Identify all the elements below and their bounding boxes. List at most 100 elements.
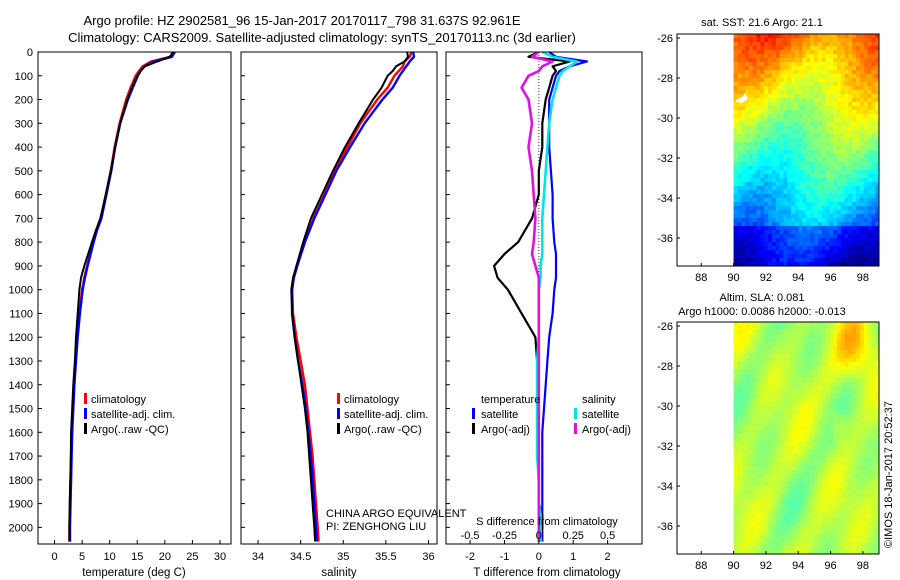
heatmap-cell (840, 378, 845, 383)
heatmap-cell (844, 494, 849, 499)
heatmap-cell (840, 382, 845, 387)
heatmap-cell (871, 470, 876, 475)
heatmap-cell (756, 66, 761, 71)
heatmap-cell (741, 154, 746, 159)
heatmap-cell (779, 470, 784, 475)
heatmap-cell (813, 90, 819, 95)
heatmap-cell (810, 34, 815, 39)
heatmap-cell (775, 254, 780, 259)
heatmap-cell (867, 78, 872, 83)
heatmap-cell (779, 526, 784, 531)
heatmap-cell (802, 462, 807, 467)
heatmap-cell (806, 374, 811, 379)
heatmap-cell (859, 454, 865, 459)
heatmap-cell (764, 514, 769, 519)
heatmap-cell (829, 110, 834, 115)
heatmap-cell (745, 338, 750, 343)
heatmap-cell (863, 78, 868, 83)
heatmap-cell (840, 34, 845, 39)
heatmap-cell (848, 498, 853, 503)
heatmap-cell (813, 382, 819, 387)
heatmap-cell (817, 422, 822, 427)
heatmap-cell (810, 422, 815, 427)
heatmap-cell (756, 178, 761, 183)
sst-map-frame (676, 33, 880, 267)
heatmap-cell (783, 142, 788, 147)
heatmap-cell (840, 78, 845, 83)
heatmap-cell (790, 166, 796, 171)
heatmap-cell (752, 158, 757, 163)
heatmap-cell (821, 406, 826, 411)
heatmap-cell (852, 114, 857, 119)
heatmap-cell (859, 66, 865, 71)
heatmap-cell (783, 138, 788, 143)
heatmap-cell (794, 254, 800, 259)
heatmap-cell (802, 386, 807, 391)
heatmap-cell (867, 206, 872, 211)
heatmap-cell (768, 450, 773, 455)
heatmap-cell (829, 530, 834, 535)
heatmap-cell (790, 446, 796, 451)
heatmap-cell (760, 126, 765, 131)
heatmap-cell (737, 430, 742, 435)
heatmap-cell (825, 326, 830, 331)
heatmap-cell (745, 418, 750, 423)
heatmap-cell (798, 550, 803, 555)
heatmap-cell (741, 34, 746, 39)
heatmap-cell (848, 322, 853, 327)
heatmap-cell (871, 426, 876, 431)
heatmap-cell (833, 126, 838, 131)
heatmap-cell (745, 162, 750, 167)
heatmap-cell (871, 550, 876, 555)
heatmap-cell (748, 374, 754, 379)
heatmap-cell (775, 542, 780, 547)
heatmap-cell (802, 322, 807, 327)
heatmap-cell (779, 106, 784, 111)
heatmap-cell (748, 38, 754, 43)
heatmap-cell (859, 354, 865, 359)
heatmap-cell (871, 502, 876, 507)
heatmap-cell (783, 322, 788, 327)
heatmap-cell (771, 222, 777, 227)
heatmap-cell (840, 414, 845, 419)
heatmap-cell (817, 394, 822, 399)
heatmap-cell (768, 66, 773, 71)
heatmap-cell (802, 550, 807, 555)
heatmap-cell (798, 246, 803, 251)
heatmap-cell (836, 486, 842, 491)
heatmap-cell (790, 374, 796, 379)
heatmap-cell (760, 438, 765, 443)
heatmap-cell (790, 402, 796, 407)
heatmap-cell (829, 54, 834, 59)
heatmap-cell (779, 150, 784, 155)
heatmap-cell (787, 378, 792, 383)
heatmap-cell (737, 194, 742, 199)
heatmap-cell (825, 394, 830, 399)
heatmap-cell (768, 510, 773, 515)
heatmap-cell (867, 62, 872, 67)
heatmap-cell (848, 90, 853, 95)
heatmap-cell (852, 462, 857, 467)
heatmap-cell (733, 114, 738, 119)
heatmap-cell (817, 94, 822, 99)
heatmap-cell (745, 358, 750, 363)
heatmap-cell (848, 138, 853, 143)
heatmap-cell (787, 422, 792, 427)
heatmap-cell (768, 74, 773, 79)
heatmap-cell (825, 210, 830, 215)
heatmap-cell (833, 234, 838, 239)
heatmap-cell (783, 442, 788, 447)
heatmap-cell (733, 482, 738, 487)
heatmap-cell (810, 490, 815, 495)
heatmap-cell (848, 394, 853, 399)
heatmap-cell (829, 406, 834, 411)
heatmap-cell (836, 446, 842, 451)
heatmap-cell (798, 34, 803, 39)
heatmap-cell (760, 146, 765, 151)
heatmap-cell (741, 530, 746, 535)
heatmap-cell (752, 90, 757, 95)
heatmap-cell (875, 58, 880, 63)
heatmap-cell (867, 114, 872, 119)
heatmap-cell (863, 534, 868, 539)
heatmap-cell (848, 234, 853, 239)
